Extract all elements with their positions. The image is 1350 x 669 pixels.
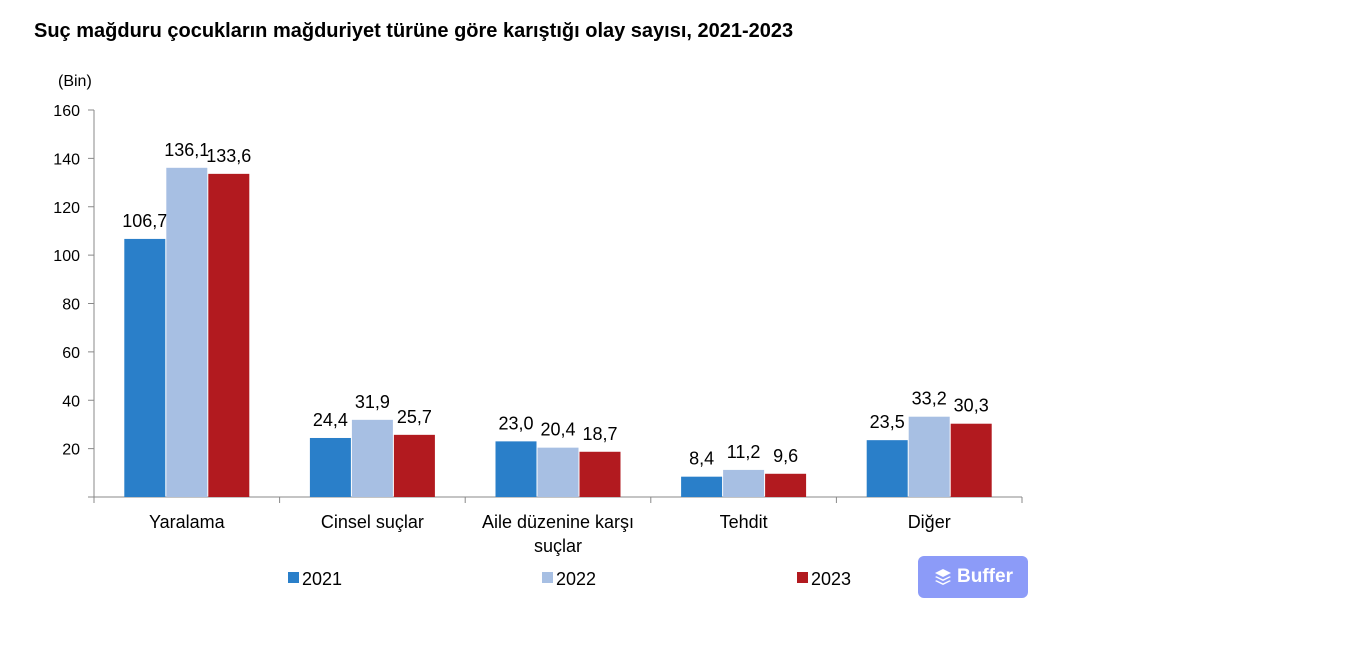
legend-swatch-2022 <box>542 572 553 583</box>
bar-2021 <box>681 476 723 497</box>
legend-label: 2022 <box>556 569 596 589</box>
category-label: Yaralama <box>149 512 226 532</box>
bar-2023 <box>393 434 435 497</box>
legend-label: 2023 <box>811 569 851 589</box>
data-label: 25,7 <box>397 407 432 427</box>
data-label: 133,6 <box>206 146 251 166</box>
data-label: 31,9 <box>355 392 390 412</box>
data-label: 136,1 <box>164 140 209 160</box>
legend-swatch-2021 <box>288 572 299 583</box>
data-label: 11,2 <box>727 442 761 462</box>
category-label: Diğer <box>908 512 951 532</box>
y-tick-label: 100 <box>53 248 80 265</box>
bar-2021 <box>309 437 351 497</box>
data-label: 24,4 <box>313 410 348 430</box>
bar-2021 <box>124 238 166 497</box>
bar-2022 <box>537 447 579 497</box>
legend-swatch-2023 <box>797 572 808 583</box>
bar-2022 <box>908 416 950 497</box>
data-label: 18,7 <box>582 424 617 444</box>
buffer-watermark[interactable]: Buffer <box>918 556 1028 598</box>
bar-2021 <box>495 441 537 497</box>
y-tick-label: 60 <box>62 345 80 362</box>
bar-2023 <box>950 423 992 497</box>
bar-2022 <box>723 469 765 497</box>
bar-2021 <box>866 440 908 497</box>
data-label: 8,4 <box>689 449 714 469</box>
chart-title: Suç mağduru çocukların mağduriyet türüne… <box>34 20 794 42</box>
bar-2023 <box>208 173 250 498</box>
layers-icon <box>935 569 952 585</box>
y-tick-label: 120 <box>53 200 80 217</box>
data-label: 23,5 <box>870 412 905 432</box>
legend-label: 2021 <box>302 569 342 589</box>
category-label: suçlar <box>534 536 582 556</box>
bar-2023 <box>579 451 621 497</box>
category-label: Tehdit <box>720 512 768 532</box>
data-label: 106,7 <box>122 211 167 231</box>
data-label: 20,4 <box>540 420 575 440</box>
bar-2022 <box>351 419 393 497</box>
buffer-label: Buffer <box>957 566 1013 587</box>
bar-2022 <box>166 167 208 498</box>
data-label: 30,3 <box>954 396 989 416</box>
category-label: Aile düzenine karşı <box>482 512 634 532</box>
data-label: 33,2 <box>912 389 947 409</box>
y-tick-label: 20 <box>62 442 80 459</box>
y-tick-label: 160 <box>53 103 80 120</box>
data-label: 9,6 <box>773 446 798 466</box>
y-tick-label: 140 <box>53 151 80 168</box>
y-tick-label: 80 <box>62 297 80 314</box>
y-tick-label: 40 <box>62 393 80 410</box>
category-label: Cinsel suçlar <box>321 512 424 532</box>
y-unit-label: (Bin) <box>58 73 92 90</box>
data-label: 23,0 <box>498 413 533 433</box>
bar-2023 <box>765 473 807 497</box>
